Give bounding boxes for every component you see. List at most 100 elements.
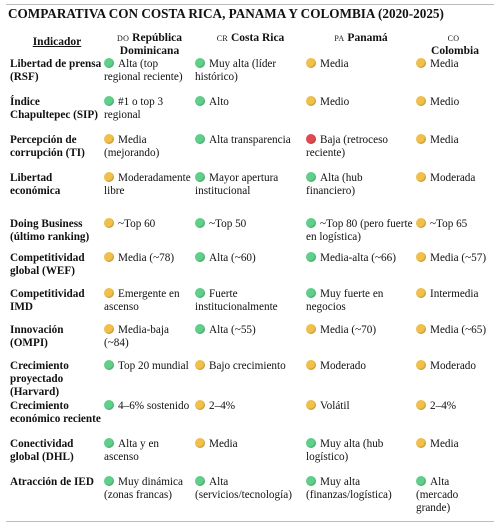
rating-cell-pa: Media (~70) bbox=[306, 324, 416, 360]
rating-cell-co: Moderada bbox=[416, 172, 494, 218]
rating-text: Media (~70) bbox=[320, 324, 377, 336]
rating-text: Media-baja (~84) bbox=[104, 324, 169, 349]
status-dot-icon bbox=[104, 476, 114, 486]
status-dot-icon bbox=[416, 172, 426, 182]
rating-cell-cr: Muy alta (líder histórico) bbox=[195, 58, 306, 96]
status-dot-icon bbox=[195, 134, 205, 144]
indicator-cell: Competitividad global (WEF) bbox=[10, 252, 85, 277]
status-dot-icon bbox=[104, 288, 114, 298]
rating-cell-cr: 2–4% bbox=[195, 400, 306, 438]
rating-cell-co: Intermedia bbox=[416, 288, 494, 324]
status-dot-icon bbox=[416, 400, 426, 410]
rating-text: Volátil bbox=[320, 400, 350, 412]
rating-text: Fuerte institucionalmente bbox=[195, 288, 278, 313]
status-dot-icon bbox=[416, 476, 426, 486]
rating-cell-do: Moderadamente libre bbox=[104, 172, 195, 218]
rating-cell-pa: Medio bbox=[306, 96, 416, 134]
indicator-cell: Crecimiento proyectado (Harvard) bbox=[10, 360, 69, 398]
status-dot-icon bbox=[104, 134, 114, 144]
indicator-cell: Doing Business (último ranking) bbox=[10, 218, 90, 243]
rating-text: Muy alta (hub logístico) bbox=[306, 438, 384, 463]
rating-text: Moderado bbox=[320, 360, 366, 372]
table-body: Libertad de prensa (RSF) Alta (top region… bbox=[10, 58, 494, 522]
rating-text: 2–4% bbox=[209, 400, 236, 412]
status-dot-icon bbox=[306, 324, 316, 334]
status-dot-icon bbox=[416, 360, 426, 370]
indicator-cell: Conectividad global (DHL) bbox=[10, 438, 74, 463]
status-dot-icon bbox=[306, 400, 316, 410]
rating-cell-cr: Alta transparencia bbox=[195, 134, 306, 172]
rating-cell-cr: Alta (servicios/tecnología) bbox=[195, 476, 306, 522]
rating-text: Alta (mercado grande) bbox=[416, 476, 459, 514]
rating-cell-co: Media (~65) bbox=[416, 324, 494, 360]
rating-text: Media bbox=[209, 438, 238, 450]
rating-cell-pa: Media bbox=[306, 58, 416, 96]
status-dot-icon bbox=[306, 96, 316, 106]
status-dot-icon bbox=[306, 172, 316, 182]
rating-cell-cr: Alto bbox=[195, 96, 306, 134]
status-dot-icon bbox=[306, 252, 316, 262]
status-dot-icon bbox=[416, 96, 426, 106]
rating-cell-pa: Muy alta (finanzas/logística) bbox=[306, 476, 416, 522]
rating-text: Alta (top regional reciente) bbox=[104, 58, 183, 83]
rating-text: Muy dinámica (zonas francas) bbox=[104, 476, 183, 501]
status-dot-icon bbox=[416, 252, 426, 262]
rating-text: Emergente en ascenso bbox=[104, 288, 180, 313]
header-dominican-republic: DO República Dominicana bbox=[104, 30, 195, 58]
status-dot-icon bbox=[306, 476, 316, 486]
rating-cell-co: Media bbox=[416, 438, 494, 476]
rating-cell-co: 2–4% bbox=[416, 400, 494, 438]
status-dot-icon bbox=[104, 58, 114, 68]
country-code-cr: CR bbox=[216, 34, 228, 43]
rating-text: Alta (~60) bbox=[209, 252, 256, 264]
status-dot-icon bbox=[104, 360, 114, 370]
status-dot-icon bbox=[195, 96, 205, 106]
rating-text: Top 20 mundial bbox=[118, 360, 189, 372]
status-dot-icon bbox=[195, 324, 205, 334]
rating-text: ~Top 60 bbox=[118, 218, 156, 230]
rating-text: Medio bbox=[430, 96, 460, 108]
status-dot-icon bbox=[416, 438, 426, 448]
rating-text: Media bbox=[430, 58, 459, 70]
rating-text: Alta (~55) bbox=[209, 324, 256, 336]
rating-cell-cr: Alta (~60) bbox=[195, 252, 306, 288]
rating-text: Alta (hub financiero) bbox=[306, 172, 363, 197]
rating-cell-do: Media (mejorando) bbox=[104, 134, 195, 172]
rating-cell-do: ~Top 60 bbox=[104, 218, 195, 252]
rating-text: Medio bbox=[320, 96, 350, 108]
rating-text: Moderadamente libre bbox=[104, 172, 191, 197]
rating-cell-do: #1 o top 3 regional bbox=[104, 96, 195, 134]
comparison-table: Indicador DO República Dominicana CR Costa… bbox=[10, 30, 494, 522]
status-dot-icon bbox=[306, 360, 316, 370]
rating-text: Media (~65) bbox=[430, 324, 487, 336]
rating-text: Muy fuerte en negocios bbox=[306, 288, 384, 313]
bottom-rule bbox=[6, 521, 494, 522]
country-code-do: DO bbox=[117, 34, 130, 43]
table-row: Crecimiento económico reciente 4–6% soste… bbox=[10, 400, 494, 438]
rating-text: 4–6% sostenido bbox=[118, 400, 190, 412]
rating-text: ~Top 65 bbox=[430, 218, 468, 230]
rating-text: Media bbox=[430, 438, 459, 450]
page-title: COMPARATIVA CON COSTA RICA, PANAMA Y COL… bbox=[8, 6, 444, 21]
rating-cell-cr: ~Top 50 bbox=[195, 218, 306, 252]
rating-text: Media (~57) bbox=[430, 252, 487, 264]
rating-cell-pa: Alta (hub financiero) bbox=[306, 172, 416, 218]
rating-text: Alta y en ascenso bbox=[104, 438, 160, 463]
rating-cell-cr: Alta (~55) bbox=[195, 324, 306, 360]
table-header-row: Indicador DO República Dominicana CR Costa… bbox=[10, 30, 494, 58]
rating-text: ~Top 80 (pero fuerte en logística) bbox=[306, 218, 413, 243]
rating-text: Mayor apertura institucional bbox=[195, 172, 279, 197]
status-dot-icon bbox=[104, 96, 114, 106]
header-colombia: CO Colombia bbox=[416, 30, 494, 58]
country-code-co: CO bbox=[447, 34, 460, 43]
rating-text: Moderada bbox=[430, 172, 476, 184]
status-dot-icon bbox=[416, 324, 426, 334]
country-name-cr: Costa Rica bbox=[230, 32, 285, 44]
rating-cell-cr: Mayor apertura institucional bbox=[195, 172, 306, 218]
status-dot-icon bbox=[195, 438, 205, 448]
rating-text: Intermedia bbox=[430, 288, 479, 300]
rating-cell-co: Moderado bbox=[416, 360, 494, 400]
indicator-cell: Atracción de IED bbox=[10, 476, 94, 488]
rating-cell-pa: ~Top 80 (pero fuerte en logística) bbox=[306, 218, 416, 252]
rating-cell-co: Media bbox=[416, 58, 494, 96]
